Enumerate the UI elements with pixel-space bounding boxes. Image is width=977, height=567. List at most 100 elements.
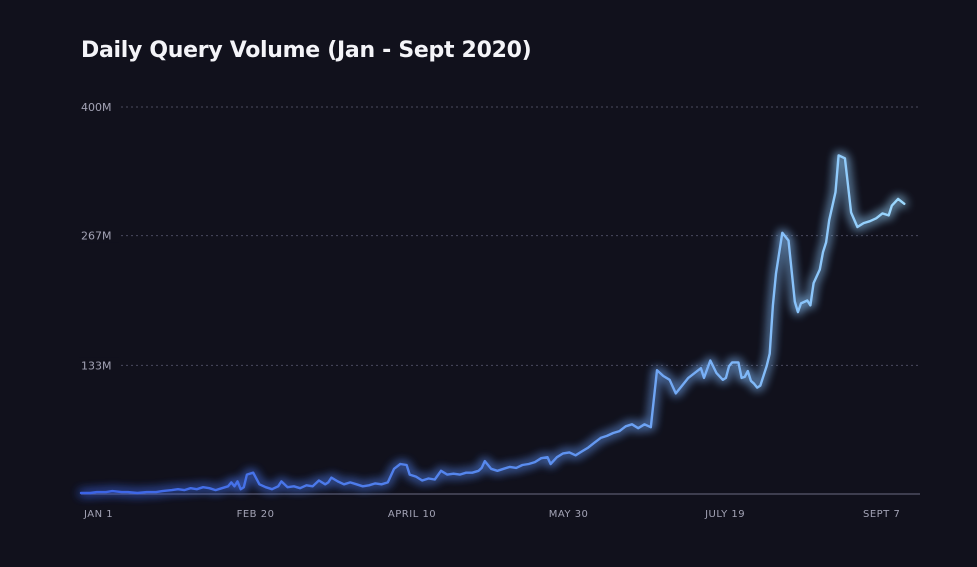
data-point bbox=[327, 481, 329, 483]
data-point bbox=[471, 472, 473, 474]
y-tick-label: 400M bbox=[81, 101, 112, 114]
data-point bbox=[246, 473, 248, 475]
data-point bbox=[806, 299, 808, 301]
data-point bbox=[233, 485, 235, 487]
data-point bbox=[136, 492, 138, 494]
data-point bbox=[405, 464, 407, 466]
data-point bbox=[759, 384, 761, 386]
data-point bbox=[452, 473, 454, 475]
data-point bbox=[409, 473, 411, 475]
data-point bbox=[515, 467, 517, 469]
data-point bbox=[161, 490, 163, 492]
data-point bbox=[781, 232, 783, 234]
data-point bbox=[850, 211, 852, 213]
data-point bbox=[189, 487, 191, 489]
data-point bbox=[822, 251, 824, 253]
y-tick-label-backdrop bbox=[79, 357, 119, 373]
data-point bbox=[662, 375, 664, 377]
data-point bbox=[612, 432, 614, 434]
data-point bbox=[214, 489, 216, 491]
data-point bbox=[722, 379, 724, 381]
data-point bbox=[681, 384, 683, 386]
y-tick-label: 133M bbox=[81, 359, 112, 372]
data-point bbox=[349, 481, 351, 483]
data-point bbox=[750, 380, 752, 382]
y-tick-label-backdrop bbox=[79, 99, 119, 114]
data-point bbox=[111, 490, 113, 492]
y-tick-label-backdrop bbox=[79, 227, 119, 243]
data-point bbox=[593, 442, 595, 444]
data-point bbox=[362, 485, 364, 487]
data-point bbox=[427, 477, 429, 479]
data-point bbox=[556, 456, 558, 458]
data-point bbox=[490, 468, 492, 470]
data-point bbox=[236, 480, 238, 482]
data-point bbox=[146, 491, 148, 493]
data-point bbox=[753, 383, 755, 385]
data-point bbox=[618, 430, 620, 432]
data-point bbox=[862, 222, 864, 224]
data-point bbox=[277, 485, 279, 487]
data-point bbox=[875, 217, 877, 219]
data-point bbox=[393, 468, 395, 470]
data-point bbox=[374, 482, 376, 484]
data-point bbox=[587, 446, 589, 448]
data-point bbox=[744, 376, 746, 378]
data-point bbox=[731, 361, 733, 363]
data-point bbox=[368, 484, 370, 486]
data-point bbox=[337, 480, 339, 482]
data-point bbox=[343, 483, 345, 485]
data-point bbox=[496, 470, 498, 472]
data-point bbox=[693, 372, 695, 374]
data-point bbox=[330, 476, 332, 478]
data-point bbox=[546, 456, 548, 458]
data-point bbox=[227, 485, 229, 487]
data-point bbox=[421, 479, 423, 481]
data-point bbox=[459, 473, 461, 475]
data-point bbox=[355, 483, 357, 485]
data-point bbox=[528, 463, 530, 465]
data-point bbox=[668, 379, 670, 381]
data-point bbox=[574, 454, 576, 456]
data-point bbox=[243, 486, 245, 488]
series-line-daily-queries bbox=[79, 154, 906, 495]
data-point bbox=[775, 272, 777, 274]
data-point bbox=[540, 457, 542, 459]
data-point bbox=[208, 487, 210, 489]
data-point bbox=[769, 353, 771, 355]
data-point bbox=[700, 367, 702, 369]
data-point bbox=[891, 205, 893, 207]
data-point bbox=[434, 478, 436, 480]
data-point bbox=[324, 483, 326, 485]
data-point bbox=[312, 485, 314, 487]
data-point bbox=[230, 481, 232, 483]
x-tick-label: FEB 20 bbox=[237, 509, 275, 520]
data-point bbox=[299, 487, 301, 489]
data-point bbox=[650, 426, 652, 428]
data-point bbox=[387, 481, 389, 483]
data-point bbox=[631, 423, 633, 425]
data-point bbox=[747, 370, 749, 372]
data-point bbox=[812, 282, 814, 284]
y-tick-label: 267M bbox=[81, 230, 112, 243]
data-point bbox=[715, 372, 717, 374]
data-point bbox=[800, 302, 802, 304]
data-point bbox=[155, 491, 157, 493]
data-point bbox=[725, 377, 727, 379]
series-glow bbox=[79, 153, 907, 495]
data-point bbox=[484, 460, 486, 462]
data-point bbox=[481, 467, 483, 469]
data-point bbox=[271, 488, 273, 490]
data-point bbox=[177, 488, 179, 490]
data-point bbox=[728, 365, 730, 367]
data-point bbox=[606, 435, 608, 437]
data-point bbox=[440, 470, 442, 472]
data-point bbox=[703, 377, 705, 379]
data-point bbox=[562, 452, 564, 454]
data-point bbox=[819, 268, 821, 270]
data-point bbox=[318, 479, 320, 481]
data-point bbox=[415, 475, 417, 477]
data-point bbox=[675, 392, 677, 394]
data-point bbox=[265, 486, 267, 488]
